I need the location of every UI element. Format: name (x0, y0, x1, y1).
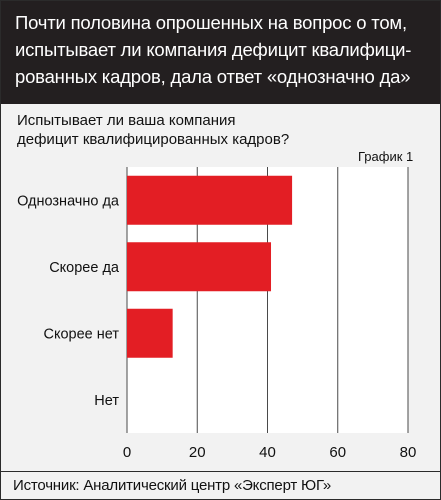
bar (127, 175, 293, 225)
x-tick-label: 40 (259, 444, 276, 461)
headline-line: испытывает ли компания дефицит квалифици… (15, 39, 412, 60)
category-label: Однозначно да (17, 193, 120, 209)
question-line: дефицит квалифицированных кадров? (17, 131, 290, 148)
category-label: Скорее нет (44, 326, 120, 342)
category-label: Нет (94, 393, 119, 409)
graph-number-label: График 1 (358, 149, 414, 164)
category-label: Скорее да (49, 260, 120, 276)
bar-chart: 0 20 40 60 80 Однозначно да Скорее да Скорее не… (17, 167, 417, 461)
header-banner: Почти половина опрошенных на вопрос о то… (1, 1, 440, 104)
footer: Источник: Аналитический центр «Эксперт Ю… (1, 471, 440, 499)
bar (127, 242, 272, 292)
bar (127, 308, 173, 358)
x-tick-label: 60 (329, 444, 346, 461)
question-line: Испытывает ли ваша компания (17, 112, 236, 129)
x-tick-label: 0 (123, 444, 131, 461)
x-tick-label: 20 (189, 444, 206, 461)
headline-line: Почти половина опрошенных на вопрос о то… (15, 12, 407, 33)
x-tick-label: 80 (400, 444, 417, 461)
headline: Почти половина опрошенных на вопрос о то… (15, 9, 433, 90)
chart-question: Испытывает ли ваша компания дефицит квал… (17, 111, 347, 149)
headline-line: рованных кадров, дала ответ «однозначно … (15, 66, 411, 87)
source-note: Источник: Аналитический центр «Эксперт Ю… (13, 477, 332, 494)
